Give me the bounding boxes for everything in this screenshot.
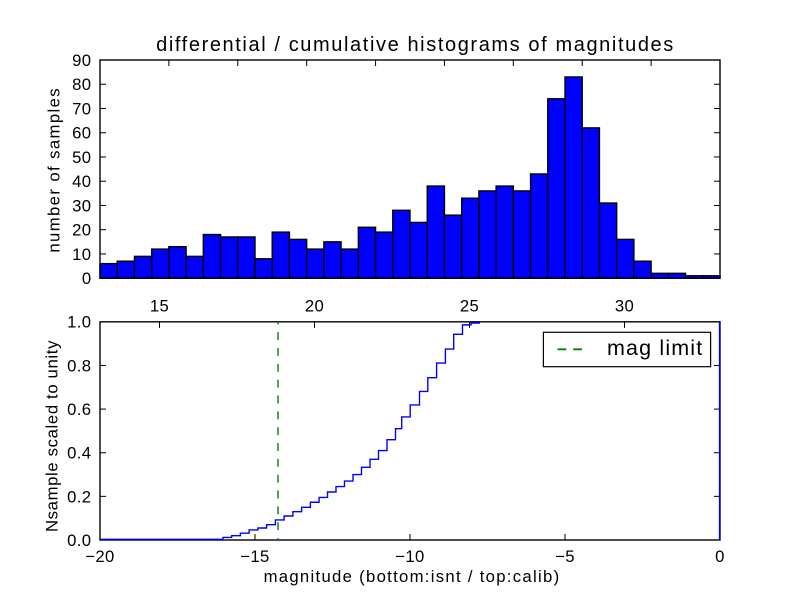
svg-text:1.0: 1.0 [67, 313, 91, 332]
svg-text:0: 0 [82, 269, 92, 288]
svg-text:10: 10 [72, 245, 91, 264]
svg-text:25: 25 [460, 296, 479, 315]
svg-text:0.4: 0.4 [67, 444, 91, 463]
svg-text:70: 70 [72, 99, 91, 118]
svg-text:number of samples: number of samples [45, 87, 64, 253]
svg-text:90: 90 [72, 51, 91, 70]
svg-text:30: 30 [72, 196, 91, 215]
svg-text:80: 80 [72, 75, 91, 94]
svg-text:−20: −20 [85, 547, 115, 566]
svg-text:−15: −15 [240, 547, 270, 566]
svg-text:0.6: 0.6 [67, 400, 91, 419]
svg-text:magnitude (bottom:isnt / top:c: magnitude (bottom:isnt / top:calib) [264, 567, 561, 586]
svg-text:40: 40 [72, 172, 91, 191]
svg-text:20: 20 [72, 221, 91, 240]
svg-text:15: 15 [150, 296, 169, 315]
svg-text:−10: −10 [395, 547, 425, 566]
svg-text:0.2: 0.2 [67, 487, 91, 506]
svg-text:60: 60 [72, 124, 91, 143]
svg-text:30: 30 [615, 296, 634, 315]
svg-text:50: 50 [72, 148, 91, 167]
svg-text:differential / cumulative hist: differential / cumulative histograms of … [156, 34, 675, 56]
svg-text:mag limit: mag limit [607, 336, 703, 360]
svg-text:−5: −5 [555, 547, 575, 566]
svg-text:0: 0 [715, 547, 725, 566]
svg-text:20: 20 [305, 296, 324, 315]
svg-text:0.8: 0.8 [67, 356, 91, 375]
svg-text:Nsample scaled to unity: Nsample scaled to unity [43, 340, 62, 532]
svg-text:0.0: 0.0 [67, 531, 91, 550]
